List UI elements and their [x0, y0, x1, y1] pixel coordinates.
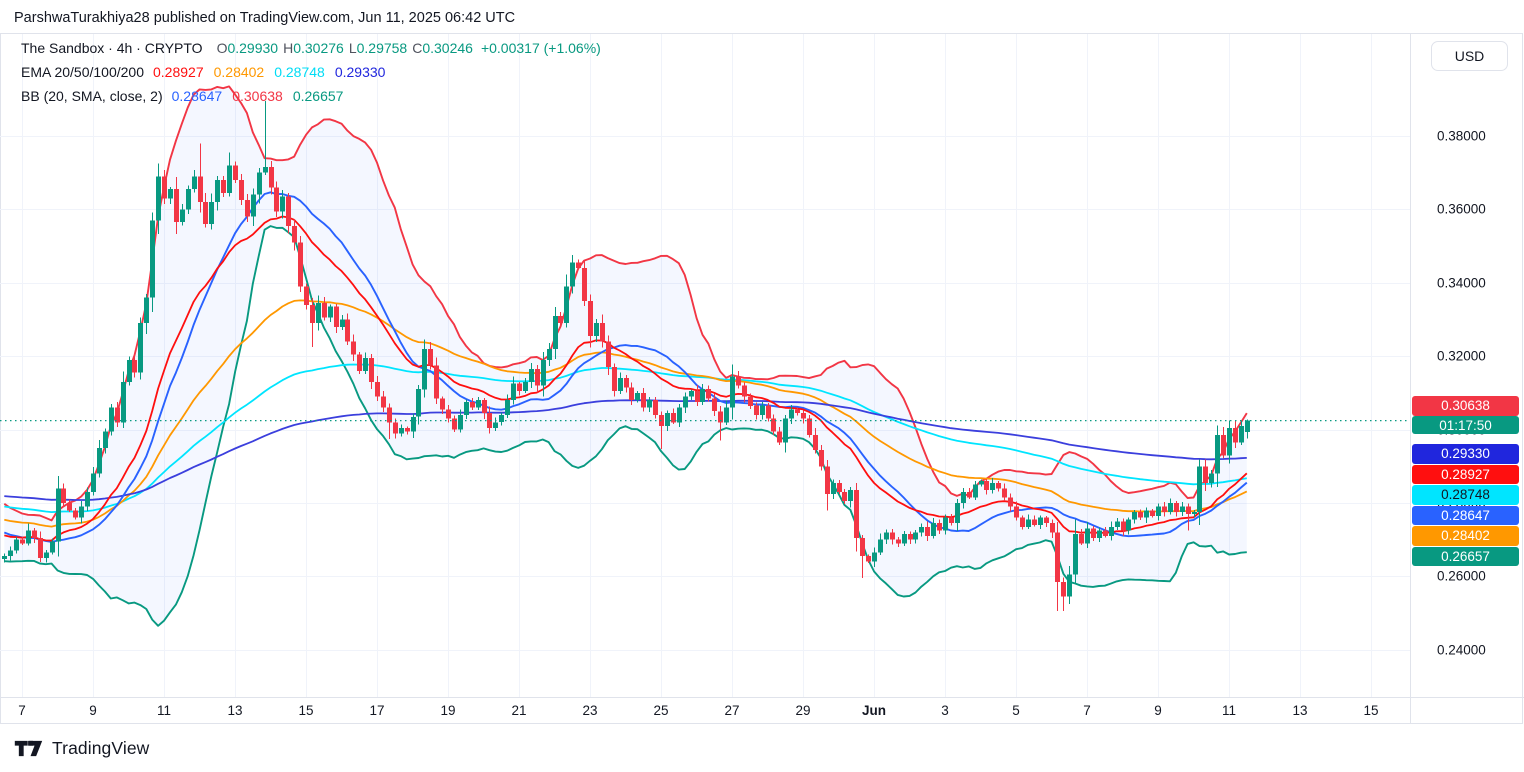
x-axis-label: 25: [653, 703, 669, 718]
bb-upper-badge: 0.30638: [1412, 396, 1519, 416]
change-value: +0.00317 (+1.06%): [480, 40, 601, 56]
ema100-line: [4, 363, 1247, 513]
symbol-row: The Sandbox · 4h · CRYPTO O0.29930 H0.3027…: [21, 36, 601, 60]
chart-border: [0, 33, 1523, 724]
tradingview-branding[interactable]: TradingView: [14, 738, 149, 759]
x-axis-label: 9: [1154, 703, 1162, 718]
y-axis-label: 0.26000: [1437, 568, 1486, 584]
x-axis-label: 11: [156, 703, 172, 718]
indicator-value: 0.28927: [153, 64, 204, 80]
open-value: 0.29930: [227, 40, 279, 56]
low-label: L: [348, 40, 357, 56]
ema-row: EMA 20/50/100/200 0.28927 0.28402 0.28748 0.…: [21, 60, 601, 84]
bb-upper-line: [3, 85, 1248, 522]
x-axis-label: 27: [724, 703, 740, 718]
open-label: O: [216, 40, 228, 56]
x-axis-label: 13: [1292, 703, 1308, 718]
indicator-value: 0.26657: [292, 88, 344, 104]
y-axis-label: 0.36000: [1437, 201, 1486, 217]
x-axis-label: 7: [18, 703, 26, 718]
indicator-value: 0.28647: [171, 88, 223, 104]
tradingview-logo: [14, 740, 43, 757]
ema20-badge: 0.28927: [1412, 464, 1519, 485]
x-axis-label: 3: [941, 703, 949, 718]
y-axis-label: 0.38000: [1437, 128, 1486, 144]
x-axis-label: 11: [1221, 703, 1237, 718]
ema50-line: [4, 299, 1248, 528]
chart-canvas[interactable]: [0, 0, 1410, 772]
x-axis-label: 9: [89, 703, 97, 718]
x-axis-label: 15: [1363, 703, 1379, 718]
currency-button[interactable]: USD: [1431, 41, 1508, 71]
bb-lower-line: [4, 225, 1247, 627]
bb-lower-badge: 0.26657: [1412, 546, 1519, 567]
ema100-badge: 0.28748: [1412, 485, 1519, 505]
y-axis-label: 0.34000: [1437, 275, 1486, 291]
y-axis-label: 0.32000: [1437, 348, 1486, 364]
bb-row: BB (20, SMA, close, 2) 0.28647 0.30638 0.26…: [21, 84, 601, 108]
high-value: 0.30276: [293, 40, 344, 56]
ema20-line: [4, 215, 1248, 542]
indicator-value: 0.30638: [232, 88, 283, 104]
publisher-attribution: ParshwaTurakhiya28 published on TradingV…: [14, 10, 516, 26]
indicator-value: 0.29330: [334, 64, 386, 80]
y-axis-label: 0.24000: [1437, 642, 1486, 658]
indicator-value: 0.28402: [213, 64, 265, 80]
ema200-badge: 0.29330: [1412, 444, 1519, 464]
x-axis-label: 5: [1012, 703, 1020, 718]
x-axis-label: 19: [440, 703, 456, 718]
x-axis-label: 7: [1083, 703, 1091, 718]
close-label: C: [412, 40, 423, 56]
ema-label: EMA 20/50/100/200: [21, 64, 144, 80]
high-label: H: [283, 40, 294, 56]
ema50-badge: 0.28402: [1412, 526, 1519, 546]
x-axis-label: 21: [511, 703, 527, 718]
bb-basis-line: [3, 191, 1248, 543]
countdown-badge: 01:17:50: [1412, 416, 1519, 435]
candles: [2, 101, 1250, 611]
bb-basis-badge: 0.28647: [1412, 505, 1519, 526]
low-value: 0.29758: [356, 40, 408, 56]
x-axis-label: 29: [795, 703, 811, 718]
x-axis-label: Jun: [861, 703, 887, 718]
ema200-line: [4, 399, 1247, 501]
time-axis-separator: [0, 697, 1524, 698]
brand-name: TradingView: [52, 738, 150, 758]
bb-label: BB (20, SMA, close, 2): [21, 88, 163, 104]
symbol-title: The Sandbox · 4h · CRYPTO: [21, 40, 203, 56]
price-axis-separator: [1410, 34, 1411, 724]
close-value: 0.30246: [422, 40, 473, 56]
x-axis-label: 13: [227, 703, 243, 718]
grid: [0, 34, 1410, 697]
x-axis-label: 23: [582, 703, 598, 718]
x-axis-label: 17: [369, 703, 385, 718]
indicator-value: 0.28748: [274, 64, 325, 80]
chart-legend: The Sandbox · 4h · CRYPTO O0.29930 H0.3027…: [21, 36, 601, 108]
x-axis-label: 15: [298, 703, 314, 718]
